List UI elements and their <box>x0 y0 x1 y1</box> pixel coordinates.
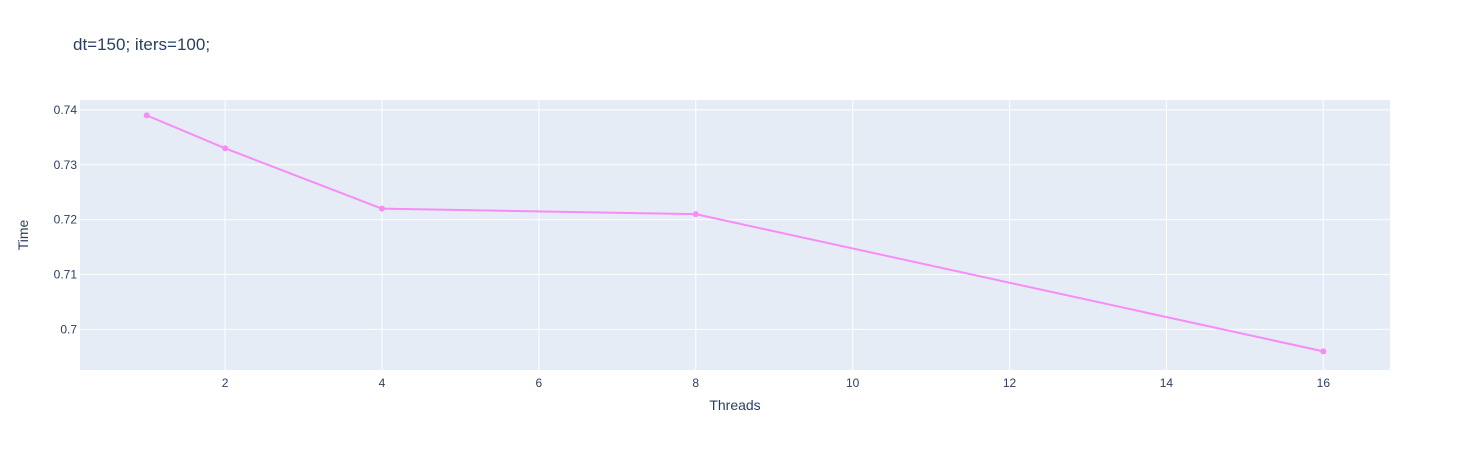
y-axis-title: Time <box>15 219 31 250</box>
x-tick-label: 6 <box>536 376 543 390</box>
data-point[interactable] <box>379 205 386 212</box>
y-tick-label: 0.7 <box>60 322 77 336</box>
x-tick-label: 8 <box>692 376 699 390</box>
y-tick-label: 0.74 <box>54 103 78 117</box>
y-tick-label: 0.72 <box>54 213 78 227</box>
data-point[interactable] <box>222 145 229 152</box>
x-gridlines <box>224 100 1324 370</box>
chart-title: dt=150; iters=100; <box>73 35 210 54</box>
x-tick-label: 12 <box>1003 376 1017 390</box>
y-tick-label: 0.71 <box>54 268 78 282</box>
x-tick-label: 2 <box>222 376 229 390</box>
x-tick-label: 14 <box>1160 376 1174 390</box>
plot-area <box>80 100 1390 370</box>
data-point[interactable] <box>143 112 150 119</box>
x-tick-label: 4 <box>379 376 386 390</box>
x-tick-label: 10 <box>846 376 860 390</box>
y-gridlines <box>80 109 1390 330</box>
x-axis-title: Threads <box>709 397 760 413</box>
y-tick-label: 0.73 <box>54 158 78 172</box>
x-axis-ticks: 2 4 6 8 10 12 14 16 <box>222 376 1331 390</box>
x-tick-label: 16 <box>1317 376 1331 390</box>
data-point[interactable] <box>1320 348 1327 355</box>
y-axis-ticks: 0.7 0.71 0.72 0.73 0.74 <box>54 103 78 337</box>
data-point[interactable] <box>692 211 699 218</box>
series-points <box>143 112 1327 355</box>
